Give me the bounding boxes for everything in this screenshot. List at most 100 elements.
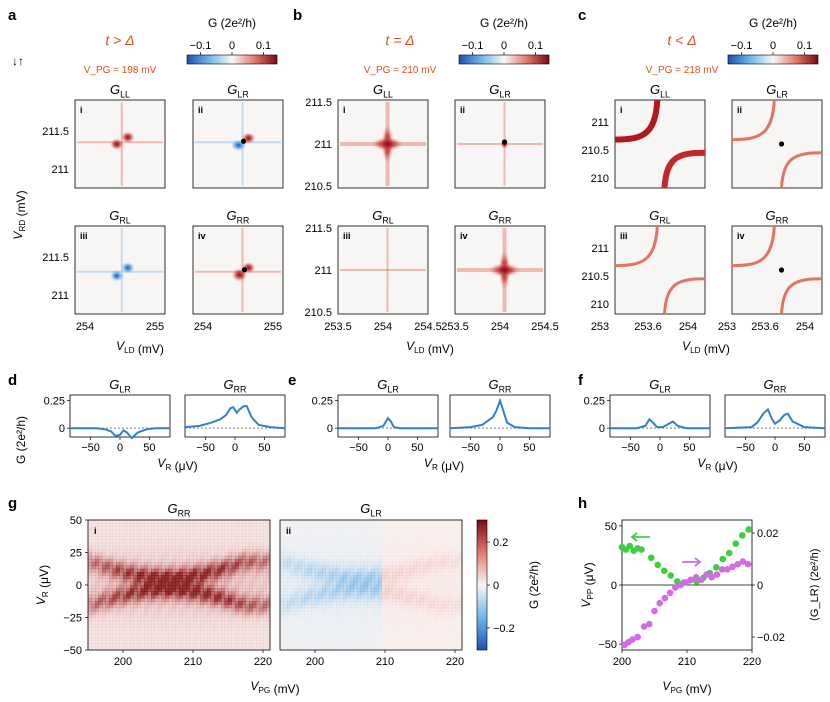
heatmap-cell xyxy=(88,604,92,609)
heatmap-cell xyxy=(175,601,180,605)
heatmap-cell xyxy=(133,633,138,638)
heatmap-cell xyxy=(228,591,232,596)
heatmap-cell xyxy=(242,594,246,599)
heatmap-cell xyxy=(392,643,396,648)
heatmap-cell xyxy=(105,533,110,537)
heatmap-cell xyxy=(98,604,103,609)
heatmap-cell xyxy=(193,620,197,625)
heatmap-cell xyxy=(105,614,110,618)
heatmap-cell xyxy=(126,555,131,560)
heatmap-cell xyxy=(413,581,417,586)
heatmap-cell xyxy=(242,604,246,609)
heatmap-cell xyxy=(378,578,382,583)
heatmap-cell xyxy=(147,549,152,553)
x-tick-label: 253.6 xyxy=(751,321,779,333)
heatmap-cell xyxy=(105,542,110,547)
heatmap-cell xyxy=(367,630,372,635)
heatmap-cell xyxy=(437,529,442,534)
heatmap-cell xyxy=(388,594,393,599)
heatmap-cell xyxy=(301,581,305,586)
heatmap-cell xyxy=(231,536,236,540)
glr-point xyxy=(661,594,669,602)
heatmap-cell xyxy=(217,581,222,586)
heatmap-cell xyxy=(399,591,403,596)
heatmap-cell xyxy=(133,643,138,648)
heatmap-cell xyxy=(256,588,260,592)
heatmap-cell xyxy=(88,588,92,592)
heatmap-cell xyxy=(123,568,127,573)
heatmap-cell xyxy=(123,643,127,648)
heatmap-cell xyxy=(98,546,103,550)
heatmap-cell xyxy=(207,565,211,570)
heatmap-cell xyxy=(112,640,117,644)
heatmap-cell xyxy=(322,604,326,609)
heatmap-cell xyxy=(102,617,106,622)
heatmap-cell xyxy=(357,643,361,648)
heatmap-cell xyxy=(238,611,243,615)
heatmap-cell xyxy=(280,542,284,547)
map-title: GLL xyxy=(110,82,130,99)
heatmap-cell xyxy=(266,591,271,596)
heatmap-cell xyxy=(388,585,393,589)
heatmap-cell xyxy=(427,617,431,622)
heatmap-cell xyxy=(140,575,145,579)
heatmap-cell xyxy=(98,575,103,579)
heatmap-cell xyxy=(235,520,239,524)
heatmap-cell xyxy=(336,640,340,644)
heatmap-cell xyxy=(315,646,319,651)
heatmap-cell xyxy=(189,637,194,641)
heatmap-cell xyxy=(353,614,358,618)
heatmap-cell xyxy=(266,552,271,557)
heatmap-cell xyxy=(318,562,323,566)
heatmap-cell xyxy=(147,572,152,576)
heatmap-cell xyxy=(308,611,312,615)
heatmap-cell xyxy=(147,620,152,625)
y-tick-label: 211 xyxy=(591,243,609,255)
heatmap-cell xyxy=(116,546,120,550)
heatmap-cell xyxy=(210,549,215,553)
heatmap-cell xyxy=(283,523,288,527)
heatmap-cell xyxy=(378,546,382,550)
heatmap-cell xyxy=(147,565,152,570)
heatmap-cell xyxy=(179,536,183,540)
heatmap-cell xyxy=(217,536,222,540)
heatmap-cell xyxy=(231,555,236,560)
heatmap-cell xyxy=(256,520,260,524)
heatmap-cell xyxy=(444,575,449,579)
heatmap-cell xyxy=(238,533,243,537)
heatmap-cell xyxy=(318,565,323,570)
heatmap-cell xyxy=(280,627,284,631)
heatmap-cell xyxy=(297,578,302,583)
heatmap-cell xyxy=(332,568,337,573)
heatmap-cell xyxy=(336,520,340,524)
heatmap-cell xyxy=(406,555,410,560)
heatmap-cell xyxy=(399,627,403,631)
heatmap-cell xyxy=(364,585,368,589)
heatmap-cell xyxy=(444,529,449,534)
heatmap-cell xyxy=(413,604,417,609)
heatmap-cell xyxy=(448,529,452,534)
heatmap-cell xyxy=(455,523,459,527)
heatmap-cell xyxy=(311,601,316,605)
heatmap-cell xyxy=(252,614,257,618)
heatmap-cell xyxy=(228,643,232,648)
heatmap-cell xyxy=(116,581,120,586)
heatmap-cell xyxy=(112,601,117,605)
x-tick-label: 50 xyxy=(143,442,155,454)
heatmap-cell xyxy=(175,640,180,644)
heatmap-cell xyxy=(196,575,201,579)
heatmap-cell xyxy=(140,559,145,563)
heatmap-cell xyxy=(98,617,103,622)
heatmap-cell xyxy=(430,643,435,648)
heatmap-cell xyxy=(423,627,428,631)
colorbar-tick: −0.1 xyxy=(731,40,753,52)
heatmap-cell xyxy=(402,568,407,573)
heatmap-cell xyxy=(441,523,445,527)
heatmap-cell xyxy=(252,601,257,605)
heatmap-cell xyxy=(290,578,295,583)
heatmap-cell xyxy=(259,529,264,534)
heatmap-cell xyxy=(203,529,208,534)
heatmap-cell xyxy=(189,539,194,544)
roman-label: i xyxy=(80,105,83,115)
